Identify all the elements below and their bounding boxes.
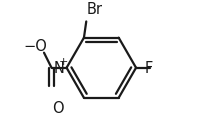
Text: Br: Br [87, 2, 103, 17]
Text: O: O [52, 101, 64, 116]
Text: +: + [59, 57, 69, 67]
Text: N: N [54, 61, 65, 76]
Text: −O: −O [23, 39, 47, 54]
Text: F: F [144, 61, 152, 76]
